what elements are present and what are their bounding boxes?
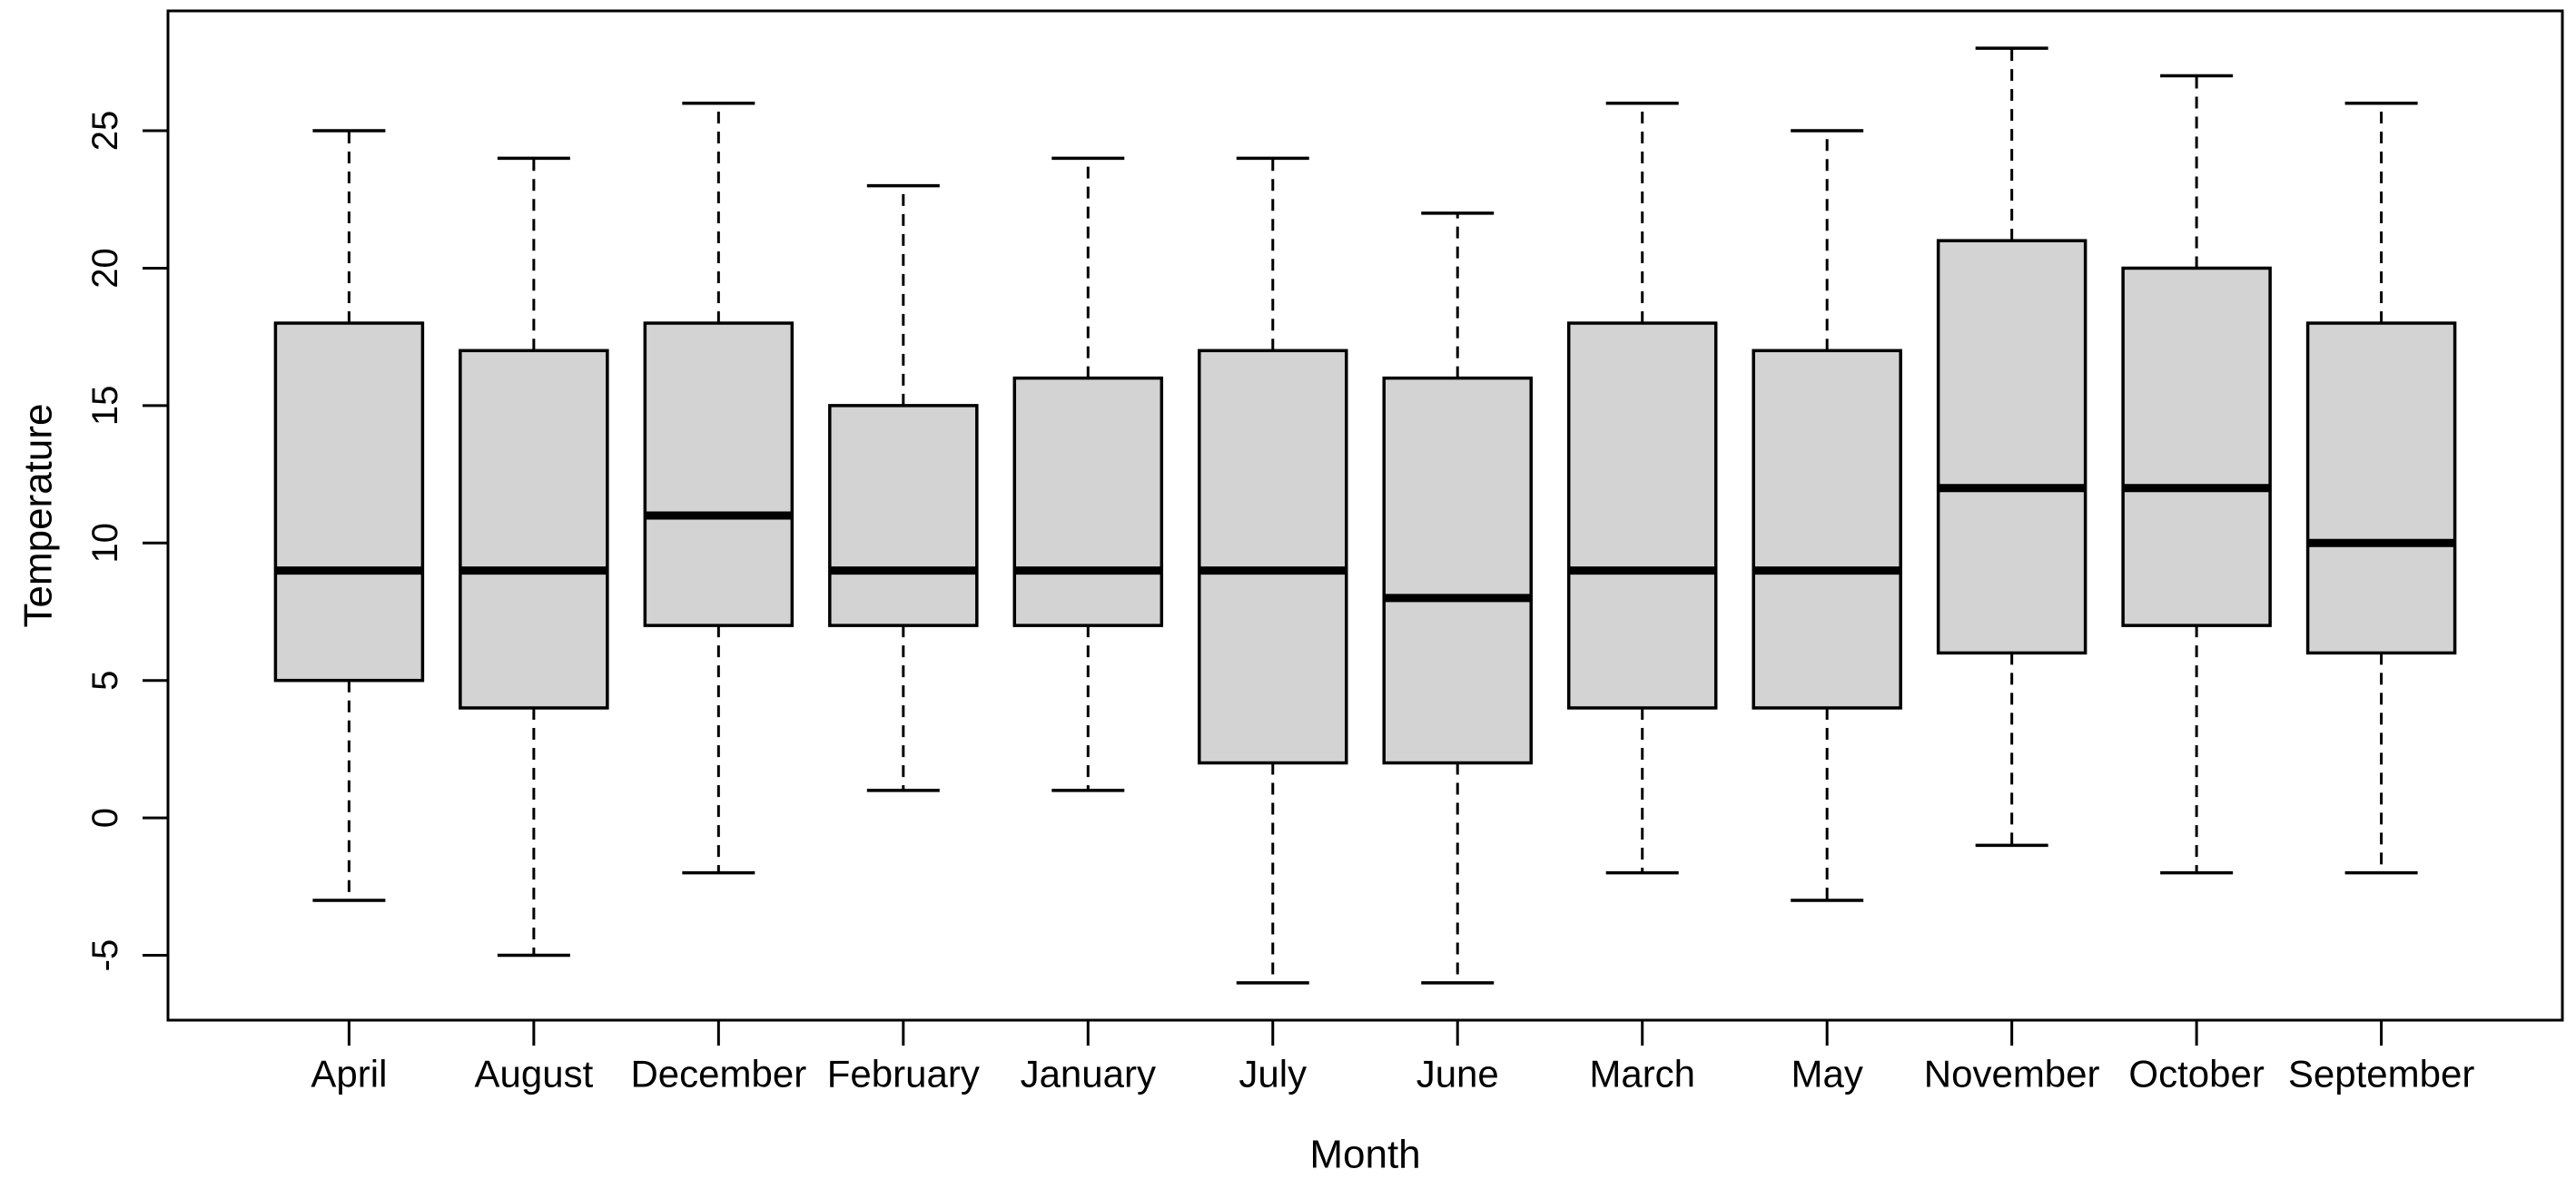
y-tick-label: 0 [85, 808, 125, 828]
x-tick-label-june: June [1416, 1053, 1499, 1095]
box-november [1936, 239, 2087, 655]
box-march [1566, 321, 1718, 710]
y-tick-label: 25 [85, 111, 125, 152]
plot-frame [166, 9, 2564, 1022]
x-tick-label-october: October [2128, 1053, 2264, 1095]
x-tick-label-april: April [311, 1053, 387, 1095]
box-september [2305, 321, 2457, 655]
x-tick-label-march: March [1589, 1053, 1695, 1095]
x-axis-title: Month [1309, 1133, 1420, 1177]
y-tick-label: 10 [85, 523, 125, 564]
y-tick-label: -5 [85, 939, 125, 972]
box-april [273, 321, 425, 683]
x-tick-label-july: July [1239, 1053, 1307, 1095]
box-may [1752, 349, 1902, 710]
box-july [1198, 349, 1348, 765]
x-tick-label-august: August [474, 1053, 593, 1095]
box-august [459, 349, 609, 710]
x-tick-label-february: February [827, 1053, 980, 1095]
x-tick-label-november: November [1924, 1053, 2100, 1095]
y-tick-label: 15 [85, 386, 125, 427]
x-tick-label-december: December [630, 1053, 806, 1095]
x-tick-label-september: September [2288, 1053, 2474, 1095]
box-december [643, 321, 795, 627]
x-tick-label-may: May [1791, 1053, 1863, 1095]
y-tick-label: 5 [85, 671, 125, 691]
y-axis-title: Temperature [16, 403, 61, 627]
box-october [2121, 266, 2272, 627]
x-tick-label-january: January [1021, 1053, 1156, 1095]
box-june [1382, 376, 1533, 765]
box-january [1012, 376, 1164, 627]
box-february [828, 404, 979, 627]
y-tick-label: 20 [85, 248, 125, 289]
